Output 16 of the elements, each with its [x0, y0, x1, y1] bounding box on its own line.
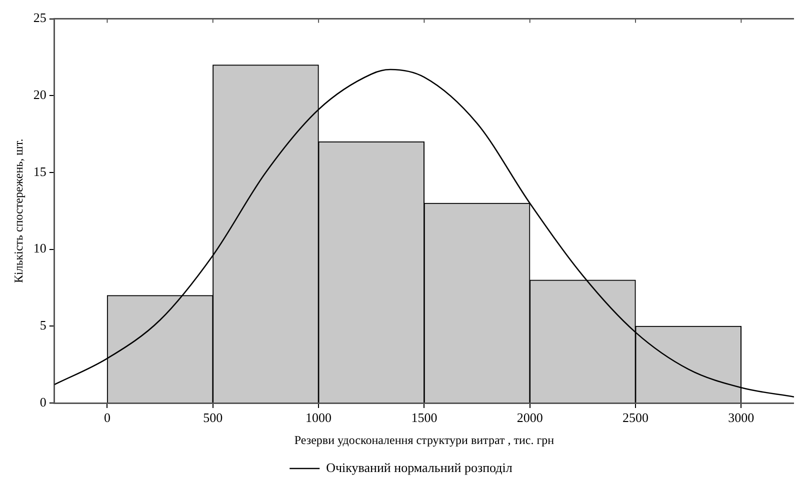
y-tick-label: 15: [33, 164, 46, 179]
y-tick-label: 20: [33, 87, 46, 102]
x-tick-label: 0: [104, 410, 110, 426]
legend-label: Очікуваний нормальний розподіл: [326, 460, 513, 475]
x-tick-label: 500: [203, 410, 223, 426]
x-axis-title: Резерви удосконалення структури витрат , тис. грн: [294, 432, 555, 447]
x-tick-label: 1000: [306, 410, 332, 426]
y-tick-label: 10: [33, 240, 46, 256]
x-tick-label: 2000: [516, 410, 543, 426]
y-tick-label: 25: [33, 10, 46, 26]
x-tick-label: 1500: [411, 410, 438, 426]
y-tick-label: 5: [40, 318, 46, 333]
x-tick-label: 2500: [622, 410, 649, 426]
y-axis-title: Кількість спостережень, шт.: [11, 138, 26, 284]
y-tick-label: 0: [40, 394, 46, 410]
x-tick-label: 3000: [728, 410, 754, 426]
